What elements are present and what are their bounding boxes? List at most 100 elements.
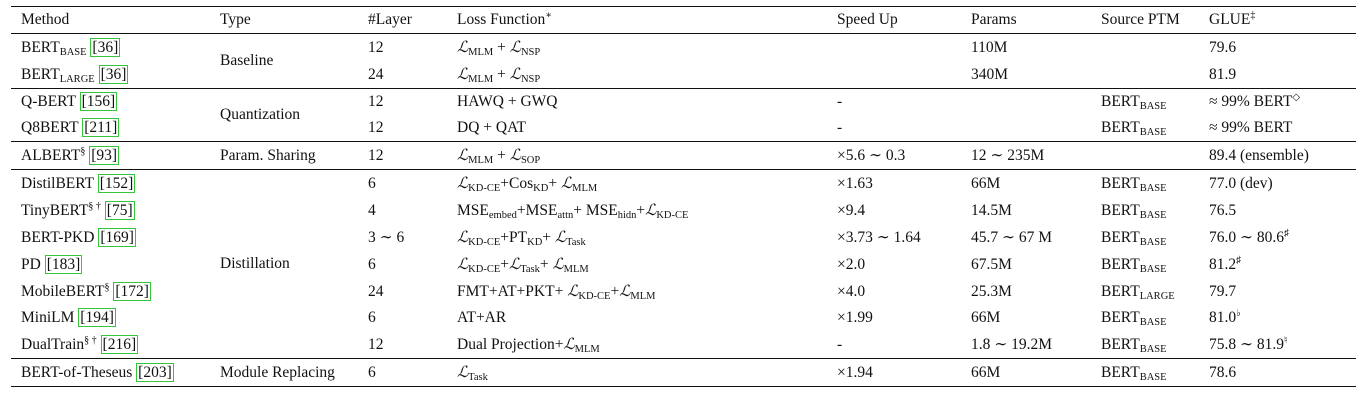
loss-symbol: ℒ (457, 228, 469, 246)
layers-cell: 12 (368, 146, 384, 164)
table-row: BERTBASE [36] Baseline 12 ℒMLM + ℒNSP 110M 79… (11, 34, 1356, 69)
method-cell: BERTLARGE [36] (11, 61, 210, 89)
type-cell: Module Replacing (210, 359, 358, 387)
method-subscript: LARGE (59, 73, 95, 85)
glue-mark: ♯ (1284, 227, 1289, 239)
source-cell (1091, 61, 1199, 89)
loss-cell: ℒKD-CE+CosKD+ ℒMLM (447, 170, 827, 198)
source-name: BERT (1101, 309, 1140, 326)
header-glue-label: GLUE (1209, 11, 1251, 28)
layers-cell: 3 ∼ 6 (368, 228, 405, 246)
source-subscript: BASE (1139, 101, 1167, 112)
method-name: TinyBERT (21, 201, 89, 219)
layers-cell: 12 (368, 93, 384, 110)
citation-link: [169] (98, 227, 136, 247)
method-cell: ALBERT§ [93] (11, 142, 210, 170)
source-name: BERT (1101, 93, 1140, 110)
loss-symbol: ℒ (457, 255, 469, 273)
source-cell: BERTBASE (1091, 89, 1199, 116)
method-superscript: § (104, 281, 110, 293)
loss-formula: AT+AR (457, 309, 507, 326)
source-name: BERT (1101, 282, 1140, 300)
source-name: BERT (1101, 335, 1140, 353)
citation-link: [183] (44, 254, 83, 274)
method-cell: MobileBERT§ [172] (11, 278, 210, 305)
source-subscript: BASE (1139, 127, 1167, 138)
loss-symbol: ℒ (619, 282, 631, 300)
loss-subscript: hidn (617, 210, 637, 221)
glue-cell: 79.6 (1199, 34, 1356, 62)
method-cell: TinyBERT§ † [75] (11, 197, 210, 224)
header-type: Type (220, 11, 251, 28)
loss-symbol: ℒ (563, 335, 575, 353)
params-cell: 12 ∼ 235M (971, 146, 1045, 164)
method-cell: Q8BERT [211] (11, 115, 210, 142)
method-name: MobileBERT (21, 282, 105, 300)
method-subscript: BASE (59, 46, 87, 58)
loss-formula: ℒTask (457, 363, 488, 383)
method-name: MiniLM (21, 309, 75, 326)
loss-cell: ℒKD-CE+PTKD+ ℒTask (447, 224, 827, 251)
citation-link: [211] (82, 118, 120, 137)
source-name: BERT (1101, 201, 1140, 219)
loss-cell: Dual Projection+ℒMLM (447, 331, 827, 359)
loss-symbol: ℒ (552, 255, 564, 273)
glue-cell: 75.8 ∼ 81.9♮ (1199, 331, 1356, 359)
glue-value: 78.6 (1209, 363, 1237, 381)
loss-subscript: KD-CE (656, 210, 689, 221)
params-cell: 25.3M (971, 282, 1012, 300)
table-row: TinyBERT§ † [75] 4 MSEembed+MSEattn+ MSEhi… (11, 197, 1356, 224)
speedup-cell: ×5.6 ∼ 0.3 (837, 146, 906, 164)
glue-value: ≈ 99% BERT (1209, 119, 1293, 136)
citation-link: [172] (113, 281, 151, 301)
table-row: Q-BERT [156] Quantization 12 HAWQ + GWQ - BER… (11, 89, 1356, 123)
loss-subscript: KD-CE (468, 237, 501, 248)
type-cell: Baseline (210, 34, 358, 89)
citation-link: [194] (78, 308, 116, 327)
glue-value: 79.6 (1209, 38, 1237, 56)
header-method: Method (21, 11, 70, 28)
speedup-cell: - (837, 335, 843, 353)
type-label: Quantization (220, 106, 301, 123)
glue-mark: ♭ (1236, 308, 1241, 319)
citation-link: [152] (97, 173, 136, 193)
glue-value: ≈ 99% BERT (1209, 93, 1293, 110)
loss-symbol: ℒ (457, 65, 469, 83)
speedup-cell (827, 34, 961, 62)
glue-value: 75.8 ∼ 81.9 (1209, 335, 1284, 353)
method-superscript: § (80, 145, 86, 157)
source-subscript: BASE (1139, 263, 1167, 275)
loss-symbol: ℒ (560, 174, 573, 192)
params-cell: 66M (971, 309, 1001, 326)
source-name: BERT (1101, 255, 1140, 273)
speedup-cell (827, 61, 961, 89)
glue-cell: ≈ 99% BERT◇ (1199, 89, 1356, 116)
loss-subscript: Task (566, 237, 586, 248)
glue-cell: 81.0♭ (1199, 305, 1356, 331)
loss-subscript: MLM (572, 183, 598, 194)
layers-cell: 12 (368, 119, 384, 136)
source-subscript: BASE (1139, 182, 1167, 194)
speedup-cell: ×1.94 (837, 363, 873, 381)
method-cell: Q-BERT [156] (11, 89, 210, 116)
loss-cell: ℒKD-CE+ℒTask+ ℒMLM (447, 251, 827, 278)
loss-subscript: Task (468, 372, 488, 383)
loss-symbol: ℒ (509, 65, 521, 83)
loss-cell: ℒMLM + ℒNSP (447, 34, 827, 62)
table-row: DistilBERT [152] Distillation 6 ℒKD-CE+CosK… (11, 170, 1356, 272)
source-cell (1091, 34, 1199, 62)
loss-symbol: ℒ (567, 282, 579, 300)
method-superscript: § † (84, 334, 97, 346)
table-row: BERT-PKD [169] 3 ∼ 6 ℒKD-CE+PTKD+ ℒTask ×3.… (11, 224, 1356, 251)
loss-symbol: ℒ (457, 363, 469, 381)
loss-symbol: ℒ (509, 255, 521, 273)
source-name: BERT (1101, 174, 1140, 192)
method-name: PD (21, 255, 41, 273)
table-row: MobileBERT§ [172] 24 FMT+AT+PKT+ ℒKD-CE+ℒM… (11, 278, 1356, 305)
params-cell: 66M (971, 363, 1001, 381)
glue-cell: 81.9 (1199, 61, 1356, 89)
loss-formula: Dual Projection+ℒMLM (457, 335, 600, 355)
table-row: MiniLM [194] 6 AT+AR ×1.99 66M BERTBASE 81.0♭ (11, 305, 1356, 331)
glue-value: 77.0 (dev) (1209, 174, 1273, 192)
loss-symbol: ℒ (554, 228, 567, 246)
